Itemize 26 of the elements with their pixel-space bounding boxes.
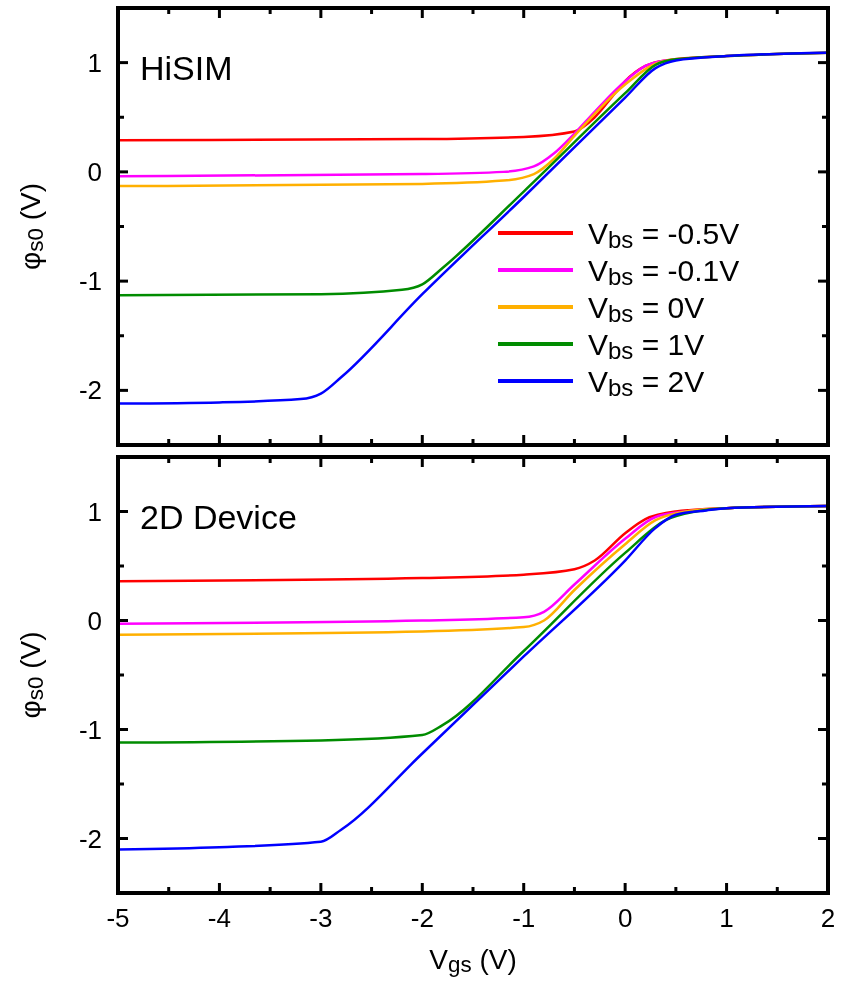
x-tick-label: 1 [719,903,734,933]
x-tick-label: -1 [512,903,536,933]
annotation: 2D Device [140,498,297,536]
legend-label: V$_{bs}$ = 2V [588,364,705,401]
annotation: HiSIM [140,49,233,87]
y-tick-label: -1 [78,714,102,745]
legend-label: V$_{bs}$ = 0V [588,290,705,327]
y-tick-label: 0 [87,605,102,636]
y-tick-label: 1 [87,47,102,78]
y-tick-label: 1 [87,496,102,527]
x-tick-label: 0 [617,903,633,933]
y-tick-label: -2 [78,823,102,854]
x-tick-label: -4 [207,903,231,933]
legend-label: V$_{bs}$ = -0.1V [588,253,740,290]
x-axis-title: V$_{gs}$ (V) [429,944,517,978]
legend-label: V$_{bs}$ = 1V [588,327,705,364]
line-series [118,51,828,405]
x-tick-label: -5 [106,903,130,933]
x-tick-label: 2 [820,903,836,933]
line-series [118,504,828,851]
legend-label: V$_{bs}$ = -0.5V [588,216,740,253]
y-tick-label: 0 [87,156,102,187]
x-tick-label: -3 [309,903,333,933]
y-tick-label: -1 [78,266,102,297]
x-tick-label: -2 [410,903,434,933]
y-tick-label: -2 [78,375,102,406]
